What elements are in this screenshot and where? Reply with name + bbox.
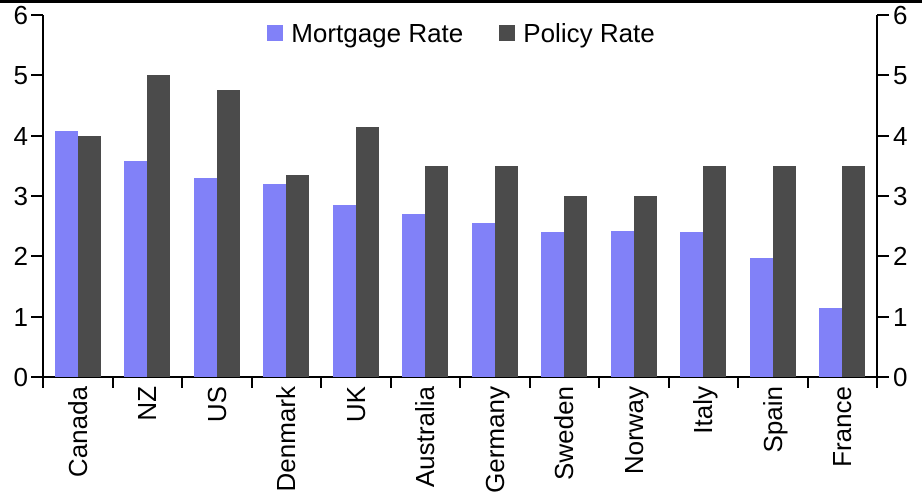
x-tick-9 [667,377,670,388]
bar-mortgage-rate-germany [472,223,495,377]
x-tick-3 [250,377,253,388]
y-axis-left [42,15,44,378]
category-label-germany: Germany [480,386,510,493]
bar-policy-rate-germany [495,166,518,377]
bar-policy-rate-italy [703,166,726,377]
bar-mortgage-rate-uk [333,205,356,377]
y-tick-right-0 [877,376,889,378]
x-tick-10 [737,377,739,388]
category-label-us: US [202,386,232,423]
bar-mortgage-rate-italy [680,232,703,377]
category-label-canada: Canada [63,386,93,478]
y-tick-label-right-3: 3 [893,181,908,211]
legend-item-mortgage-rate: Mortgage Rate [267,20,463,46]
chart-top-border [0,0,922,3]
x-tick-5 [389,377,392,388]
category-label-australia: Australia [410,386,440,488]
y-tick-label-left-3: 3 [13,181,28,211]
y-tick-left-6 [31,14,43,16]
legend-swatch-policy-rate [499,25,516,41]
bar-policy-rate-sweden [564,196,587,377]
y-tick-left-4 [31,134,43,137]
bar-policy-rate-australia [425,166,448,377]
y-tick-label-right-4: 4 [893,120,908,151]
y-tick-label-right-0: 0 [893,362,908,392]
chart-legend: Mortgage Rate Policy Rate [0,20,922,46]
category-label-sweden: Sweden [549,386,579,480]
x-tick-4 [320,377,322,388]
category-label-nz: NZ [132,386,162,421]
bar-mortgage-rate-sweden [541,232,564,377]
bar-policy-rate-canada [78,136,101,377]
x-tick-1 [111,377,114,388]
bar-mortgage-rate-denmark [263,184,286,377]
y-tick-label-left-2: 2 [13,241,28,272]
category-label-norway: Norway [619,386,649,475]
category-label-uk: UK [341,386,371,423]
category-label-france: France [827,386,857,467]
bar-policy-rate-us [217,90,240,377]
x-tick-0 [42,377,44,388]
category-label-denmark: Denmark [271,386,301,492]
legend-swatch-mortgage-rate [267,25,284,41]
x-tick-6 [459,377,461,388]
y-tick-left-1 [31,315,43,318]
bar-mortgage-rate-france [819,308,842,377]
y-tick-label-right-1: 1 [893,301,908,332]
x-tick-8 [598,377,600,388]
bar-policy-rate-nz [147,75,170,377]
x-tick-2 [181,377,183,388]
category-label-italy: Italy [688,386,718,434]
bar-policy-rate-denmark [286,175,309,377]
y-tick-left-5 [31,74,43,77]
x-tick-7 [528,377,531,388]
y-tick-label-right-6: 6 [893,0,908,30]
bar-policy-rate-spain [773,166,796,377]
x-tick-11 [806,377,809,388]
y-tick-label-left-0: 0 [13,362,28,392]
y-tick-right-5 [877,74,889,77]
bar-policy-rate-france [842,166,865,377]
y-tick-label-right-5: 5 [893,60,908,91]
y-tick-left-2 [31,255,43,258]
legend-label-policy-rate: Policy Rate [523,18,655,48]
bar-policy-rate-uk [356,127,379,377]
legend-label-mortgage-rate: Mortgage Rate [291,18,464,48]
y-tick-label-right-2: 2 [893,241,908,272]
legend-item-policy-rate: Policy Rate [499,20,655,46]
y-tick-label-left-4: 4 [13,120,28,151]
bar-mortgage-rate-australia [402,214,425,377]
y-tick-right-3 [877,195,889,197]
bar-mortgage-rate-nz [124,161,147,377]
y-tick-right-6 [877,14,889,16]
x-tick-12 [876,377,878,388]
bar-mortgage-rate-us [194,178,217,377]
category-label-spain: Spain [758,386,788,453]
y-tick-right-4 [877,134,889,137]
y-tick-label-left-6: 6 [13,0,28,30]
y-tick-label-left-1: 1 [13,301,28,332]
bar-mortgage-rate-spain [750,258,773,377]
y-tick-right-2 [877,255,889,258]
y-tick-right-1 [877,315,889,318]
y-tick-left-3 [31,195,43,197]
y-tick-label-left-5: 5 [13,60,28,91]
bar-policy-rate-norway [634,196,657,377]
y-tick-left-0 [31,376,43,378]
bar-mortgage-rate-norway [611,231,634,377]
bar-mortgage-rate-canada [55,131,78,377]
